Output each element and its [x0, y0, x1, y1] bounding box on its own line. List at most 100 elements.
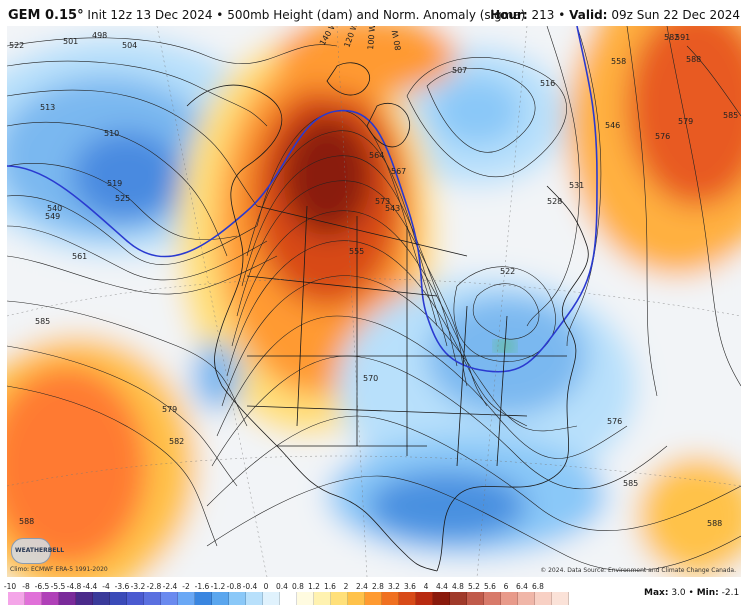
contour-label: 570 — [363, 374, 378, 383]
map-canvas: 140 W 120 W 100 W 80 W 522 501 498 504 5… — [7, 26, 741, 577]
contour-line — [211, 355, 668, 490]
anomaly-map: 140 W 120 W 100 W 80 W 522 501 498 504 5… — [7, 26, 741, 577]
contour-closed-low — [426, 67, 536, 153]
arctic-ridge — [277, 26, 457, 96]
colorbar-swatch — [433, 592, 450, 605]
height-contours — [7, 26, 741, 572]
border-line — [496, 315, 508, 467]
colorbar-swatch — [161, 592, 178, 605]
header: GEM 0.15° Init 12z 13 Dec 2024 • 500mb H… — [0, 0, 748, 30]
colorbar-swatch — [195, 592, 212, 605]
contour-label: 507 — [452, 66, 467, 75]
contour-label: 528 — [547, 197, 562, 206]
colorbar-swatch — [501, 592, 518, 605]
contour-line — [7, 89, 258, 207]
border-line — [246, 405, 528, 417]
border-line — [296, 205, 308, 427]
colorbar-label: -6.5 — [34, 582, 50, 591]
contour-line — [241, 155, 458, 367]
contour-closed-low — [406, 57, 567, 177]
border-line — [246, 275, 438, 297]
contour-label: 588 — [707, 519, 722, 528]
max-value: 3.0 — [671, 588, 686, 598]
contour-line — [7, 385, 218, 547]
valid-value: 09z Sun 22 Dec 2024 — [611, 8, 740, 22]
colorbar-label: 6.4 — [516, 582, 528, 591]
colorbar-label: 6 — [503, 582, 509, 591]
contour-label: 567 — [391, 167, 406, 176]
graticule — [7, 26, 741, 577]
east-coastline — [436, 185, 589, 572]
colorbar-label: -4 — [102, 582, 110, 591]
colorbar-swatch — [144, 592, 161, 605]
colorbar-label: 1.6 — [324, 582, 336, 591]
contour-label: 513 — [40, 103, 55, 112]
gulf-trough-core — [367, 471, 527, 541]
contour-line — [206, 415, 741, 531]
forecast-info: Hour: 213 • Valid: 09z Sun 22 Dec 2024 — [490, 8, 740, 22]
contour-label: 510 — [104, 129, 119, 138]
colorbar-swatch — [450, 592, 467, 605]
contour-line — [7, 225, 268, 281]
colorbar-swatch — [25, 592, 42, 605]
longitude-line — [336, 26, 368, 577]
colorbar-swatch — [382, 592, 399, 605]
colorbar-label: 0.4 — [276, 582, 288, 591]
contour-line — [626, 26, 658, 397]
colorbar-label: 2.8 — [372, 582, 384, 591]
contour-line — [7, 345, 238, 487]
colorbar-swatch — [93, 592, 110, 605]
contour-label: 549 — [45, 212, 60, 221]
max-min-readout: Max: 3.0 • Min: -2.1 — [644, 588, 739, 598]
border-line — [456, 305, 468, 467]
coastlines-and-borders — [186, 62, 589, 572]
min-label: Min: — [696, 588, 719, 598]
contour-line — [7, 255, 278, 295]
colorbar-swatch — [212, 592, 229, 605]
contour-label: 579 — [678, 117, 693, 126]
max-label: Max: — [644, 588, 669, 598]
map-title: GEM 0.15° Init 12z 13 Dec 2024 • 500mb H… — [8, 8, 525, 23]
colorbar-swatch — [263, 592, 280, 605]
colorbar-label: -3.6 — [114, 582, 130, 591]
colorbar-swatch — [399, 592, 416, 605]
contour-label: 522 — [9, 41, 24, 50]
colorbar-label: -4.8 — [66, 582, 82, 591]
contour-label: 588 — [686, 55, 701, 64]
anomaly-shading — [7, 26, 741, 577]
contour-closed-low — [472, 283, 540, 340]
contour-label: 531 — [569, 181, 584, 190]
mexico-coastline — [221, 385, 438, 572]
model-name: GEM 0.15° — [8, 8, 84, 23]
colorbar-label: -4.4 — [82, 582, 98, 591]
contour-label: 591 — [675, 33, 690, 42]
contour-line — [566, 26, 602, 347]
highlight-contours — [7, 26, 598, 373]
contour-label: 558 — [611, 57, 626, 66]
baja-low — [192, 341, 242, 411]
contour-label: 546 — [605, 121, 620, 130]
colorbar-swatch — [246, 592, 263, 605]
contour-label: 564 — [369, 151, 384, 160]
contour-line — [206, 475, 741, 572]
west-coastline — [186, 84, 283, 387]
contour-label: 540 — [47, 204, 62, 213]
latitude-line — [7, 278, 741, 317]
colorbar-swatch — [178, 592, 195, 605]
hour-label: Hour: — [490, 8, 528, 22]
arctic-island — [366, 103, 410, 148]
colorbar-label: 5.6 — [484, 582, 496, 591]
colorbar-swatch — [280, 592, 297, 605]
contour-line — [7, 300, 248, 427]
colorbar-label: 5.2 — [468, 582, 480, 591]
subtropical-ridge — [637, 456, 741, 576]
longitude-line — [156, 26, 268, 577]
contour-label: 525 — [115, 194, 130, 203]
degree-label: 80 W — [391, 29, 403, 51]
colorbar-label: 3.2 — [388, 582, 400, 591]
colorbar-label: 0 — [263, 582, 269, 591]
min-value: -2.1 — [721, 588, 740, 598]
contour-label: 573 — [375, 197, 390, 206]
contour-label: 582 — [169, 437, 184, 446]
colorbar-swatch — [42, 592, 59, 605]
